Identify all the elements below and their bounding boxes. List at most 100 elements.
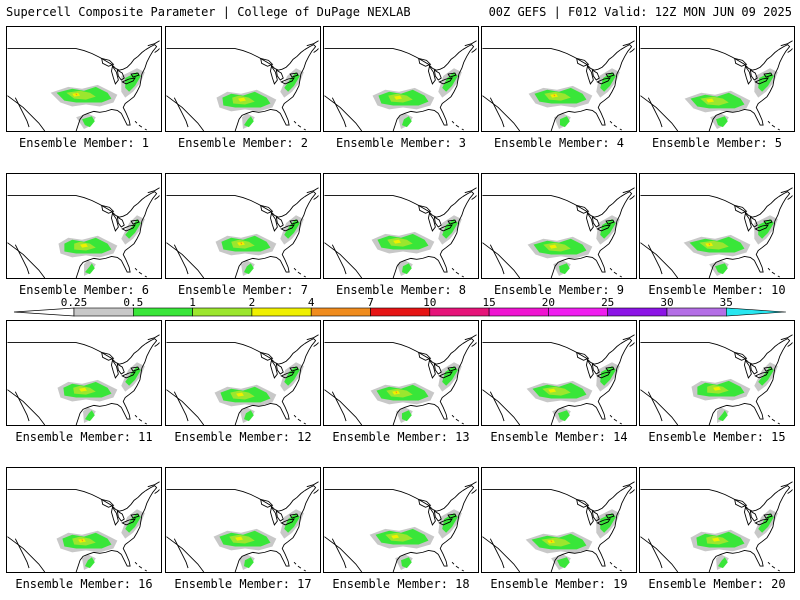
map-boundary-line	[753, 485, 791, 567]
ensemble-map-panel	[6, 320, 162, 426]
scp-field-lime	[700, 96, 729, 106]
map-boundary-line	[275, 216, 284, 228]
map-boundary-line	[780, 187, 793, 194]
scp-field-green	[559, 116, 570, 128]
map-boundary-line	[324, 242, 363, 278]
map-boundary-line	[324, 95, 363, 131]
scp-field-yellow	[391, 534, 400, 539]
ensemble-member-label: Ensemble Member: 5	[651, 136, 783, 150]
map-boundary-line	[147, 40, 160, 47]
scale-segment	[310, 307, 371, 317]
ensemble-map-panel	[165, 26, 321, 132]
map-boundary-line	[154, 195, 160, 200]
map-boundary-line	[138, 565, 143, 569]
map-boundary-line	[173, 391, 189, 422]
map-boundary-line	[744, 212, 752, 232]
map-boundary-line	[576, 204, 590, 214]
map-boundary-line	[609, 267, 613, 271]
ensemble-member-label: Ensemble Member: 8	[335, 283, 467, 297]
map-boundary-line	[451, 120, 455, 124]
map-boundary-line	[130, 219, 140, 225]
map-boundary-line	[754, 371, 769, 379]
map-boundary-line	[173, 97, 189, 128]
map-boundary-line	[120, 338, 158, 420]
map-boundary-line	[464, 334, 477, 341]
scp-field-green	[758, 219, 774, 239]
map-boundary-line	[591, 363, 600, 375]
scale-tick-label: 30	[660, 296, 673, 309]
map-boundary-line	[754, 77, 769, 85]
map-boundary-line	[324, 48, 464, 71]
map-boundary-line	[7, 48, 147, 71]
ensemble-member-label: Ensemble Member: 1	[18, 136, 150, 150]
map-boundary-line	[586, 359, 594, 379]
map-boundary-line	[586, 506, 594, 526]
map-boundary-line	[489, 97, 505, 128]
map-boundary-line	[293, 414, 297, 418]
map-boundary-line	[111, 212, 119, 232]
map-boundary-line	[303, 128, 306, 131]
map-boundary-line	[605, 72, 615, 78]
scp-field-green	[600, 366, 616, 386]
map-boundary-line	[116, 69, 125, 81]
map-boundary-line	[234, 402, 281, 425]
map-boundary-line	[280, 224, 295, 232]
map-boundary-line	[7, 489, 147, 512]
ensemble-member-label: Ensemble Member: 19	[490, 577, 628, 591]
scp-field-green	[243, 410, 254, 422]
map-boundary-line	[303, 422, 306, 425]
map-boundary-line	[471, 195, 477, 200]
map-boundary-line	[605, 219, 615, 225]
map-boundary-line	[14, 538, 30, 569]
ensemble-map	[324, 187, 477, 278]
map-boundary-line	[749, 69, 758, 81]
map-boundary-line	[234, 108, 281, 131]
map-boundary-line	[134, 414, 138, 418]
ensemble-map-panel	[323, 26, 479, 132]
map-boundary-line	[116, 510, 125, 522]
ensemble-map	[640, 481, 793, 572]
map-boundary-line	[787, 489, 793, 494]
map-boundary-line	[120, 485, 158, 567]
map-boundary-line	[780, 40, 793, 47]
map-boundary-line	[437, 191, 475, 273]
map-boundary-line	[763, 72, 773, 78]
map-boundary-line	[147, 481, 160, 488]
map-boundary-line	[313, 489, 319, 494]
scale-tick-label: 0.5	[123, 296, 143, 309]
scale-tick-label: 4	[308, 296, 315, 309]
ensemble-map-panel	[323, 173, 479, 279]
map-boundary-line	[313, 342, 319, 347]
map-boundary-line	[166, 195, 306, 218]
scale-tick-label: 0.25	[61, 296, 88, 309]
map-boundary-line	[471, 48, 477, 53]
map-boundary-line	[622, 40, 635, 47]
map-boundary-line	[437, 338, 475, 420]
map-boundary-line	[482, 389, 521, 425]
map-boundary-line	[622, 334, 635, 341]
map-boundary-line	[438, 518, 453, 526]
scp-field-yellow	[706, 98, 715, 103]
run-info: 00Z GEFS | F012 Valid: 12Z MON JUN 09 20…	[488, 5, 792, 19]
map-boundary-line	[313, 195, 319, 200]
ensemble-map-panel	[481, 467, 637, 573]
map-boundary-line	[447, 219, 457, 225]
map-boundary-line	[138, 418, 143, 422]
map-boundary-line	[260, 57, 274, 67]
scp-field-yellow	[238, 97, 246, 102]
map-boundary-line	[447, 513, 457, 519]
map-boundary-line	[605, 513, 615, 519]
map-boundary-line	[418, 204, 432, 214]
ensemble-member-label: Ensemble Member: 14	[490, 430, 628, 444]
ensemble-map	[482, 481, 635, 572]
map-boundary-line	[144, 128, 147, 131]
map-boundary-line	[744, 359, 752, 379]
scp-field-lime	[542, 386, 571, 396]
map-boundary-line	[147, 334, 160, 341]
map-boundary-line	[576, 57, 590, 67]
map-boundary-line	[134, 561, 138, 565]
scale-segment	[666, 307, 727, 317]
scp-field-green	[600, 72, 616, 92]
map-boundary-line	[75, 255, 122, 278]
ensemble-map-panel	[481, 173, 637, 279]
